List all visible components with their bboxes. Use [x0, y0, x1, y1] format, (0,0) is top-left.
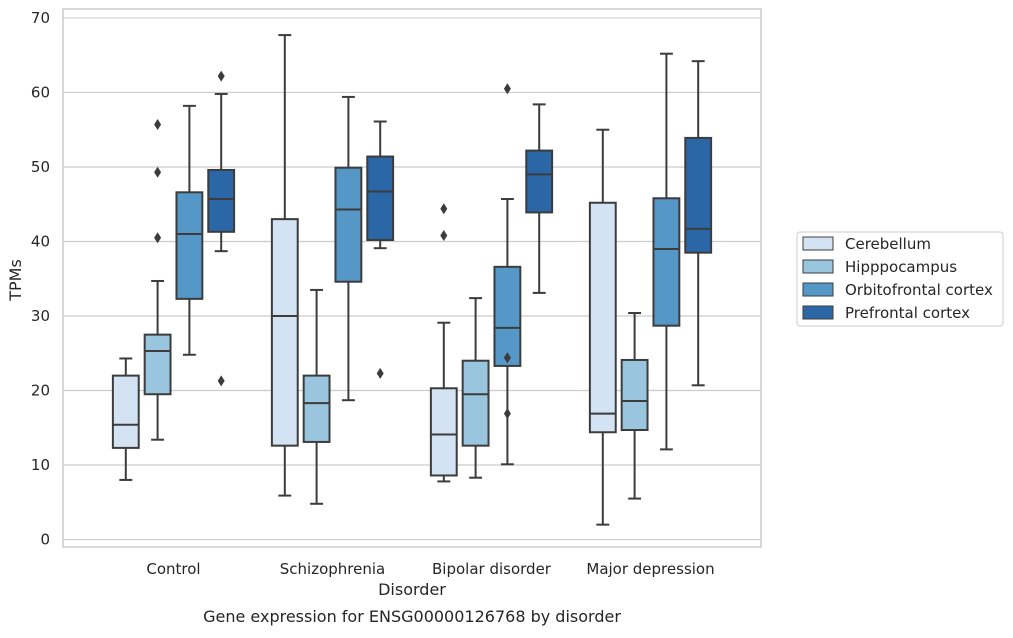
x-tick-label: Control — [146, 560, 200, 578]
box-hipppocampus — [302, 288, 331, 505]
outlier-point — [154, 232, 162, 244]
box-hipppocampus — [143, 118, 172, 441]
box-body — [270, 218, 299, 447]
legend: Cerebellum Hipppocampus Orbitofrontal cort… — [796, 231, 1004, 327]
box-hipppocampus — [620, 312, 649, 500]
box-body — [493, 265, 522, 367]
y-tick-label: 50 — [31, 158, 50, 176]
outlier-point — [376, 367, 384, 379]
box-body — [588, 201, 617, 434]
box-body — [684, 136, 713, 254]
outlier-point — [440, 230, 448, 242]
box-orbitofrontal-cortex — [334, 95, 363, 402]
legend-swatch — [802, 282, 834, 297]
y-axis-label: TPMs — [6, 259, 25, 302]
box-body — [525, 149, 554, 214]
box-body — [302, 374, 331, 443]
y-tick-label: 60 — [31, 83, 50, 101]
box-cerebellum — [429, 203, 458, 483]
x-tick-labels: Control Schizophrenia Bipolar disorder Majo… — [146, 560, 714, 578]
outlier-point — [503, 83, 511, 95]
legend-label: Hipppocampus — [845, 258, 957, 276]
x-tick-label: Bipolar disorder — [432, 560, 552, 578]
legend-label: Cerebellum — [845, 235, 931, 253]
legend-label: Prefrontal cortex — [845, 304, 970, 322]
box-body — [207, 168, 236, 233]
box-hipppocampus — [461, 297, 490, 479]
y-tick-label: 20 — [31, 382, 50, 400]
boxes — [111, 34, 713, 526]
y-tick-label: 40 — [31, 232, 50, 250]
box-body — [111, 374, 140, 449]
outlier-point — [217, 70, 225, 82]
box-body — [143, 333, 172, 396]
y-tick-label: 30 — [31, 307, 50, 325]
figure-caption: Gene expression for ENSG00000126768 by d… — [203, 607, 621, 626]
legend-swatch — [802, 305, 834, 320]
outlier-point — [217, 375, 225, 387]
y-tick-label: 70 — [31, 9, 50, 27]
y-tick-labels: 0 10 20 30 40 50 60 70 — [31, 9, 50, 549]
y-tick-label: 0 — [40, 531, 50, 549]
legend-label: Orbitofrontal cortex — [845, 281, 993, 299]
box-body — [334, 166, 363, 283]
box-orbitofrontal-cortex — [175, 104, 204, 356]
box-body — [652, 197, 681, 327]
box-cerebellum — [588, 128, 617, 526]
plot-frame — [62, 8, 762, 548]
outlier-point — [503, 408, 511, 420]
outlier-point — [154, 118, 162, 130]
box-prefrontal-cortex — [366, 120, 395, 379]
outlier-point — [503, 352, 511, 364]
box-cerebellum — [270, 34, 299, 497]
legend-swatch — [802, 236, 834, 251]
box-prefrontal-cortex — [525, 103, 554, 294]
box-orbitofrontal-cortex — [493, 83, 522, 466]
box-prefrontal-cortex — [207, 70, 236, 387]
box-body — [175, 191, 204, 300]
outlier-point — [440, 203, 448, 215]
legend-swatch — [802, 259, 834, 274]
outlier-point — [154, 166, 162, 178]
x-tick-label: Major depression — [586, 560, 714, 578]
x-tick-label: Schizophrenia — [280, 560, 385, 578]
box-body — [429, 387, 458, 477]
box-body — [366, 155, 395, 241]
box-prefrontal-cortex — [684, 60, 713, 387]
box-cerebellum — [111, 357, 140, 481]
box-body — [461, 359, 490, 447]
x-axis-label: Disorder — [378, 580, 446, 599]
y-tick-label: 10 — [31, 456, 50, 474]
legend-frame — [796, 231, 1004, 327]
box-body — [620, 358, 649, 432]
box-orbitofrontal-cortex — [652, 52, 681, 451]
